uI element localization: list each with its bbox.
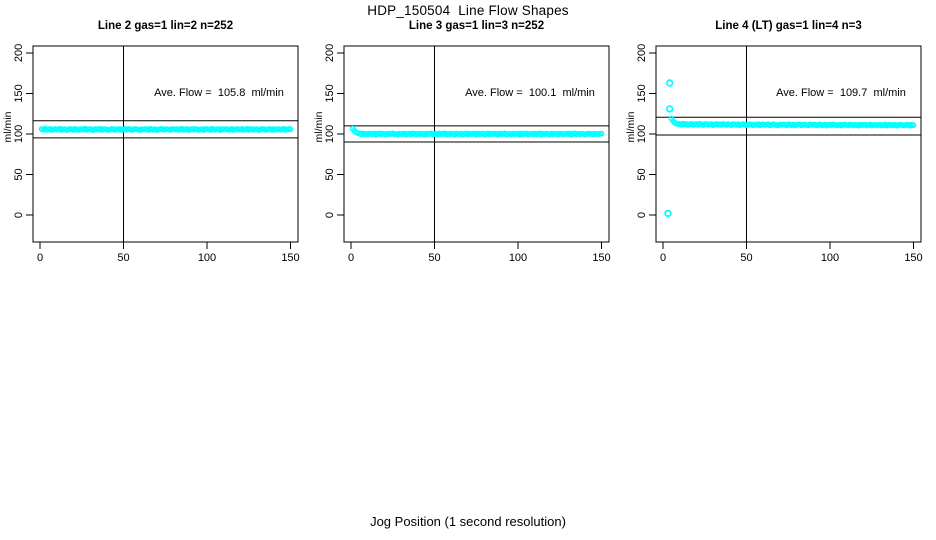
- y-tick-label: 50: [636, 168, 648, 180]
- outlier-data-point: [666, 79, 674, 87]
- plot3-title: Line 4 (LT) gas=1 lin=4 n=3: [715, 20, 862, 32]
- x-tick-label: 100: [198, 252, 216, 264]
- y-tick-label: 100: [636, 125, 648, 143]
- figure-title: HDP_150504 Line Flow Shapes: [367, 3, 569, 18]
- plot2-ave-flow-annotation: Ave. Flow = 100.1 ml/min: [465, 87, 595, 99]
- x-axis-label: Jog Position (1 second resolution): [370, 514, 566, 529]
- y-tick-label: 50: [324, 168, 336, 180]
- outlier-data-point: [664, 209, 672, 218]
- y-tick-label: 150: [636, 84, 648, 102]
- y-tick-label: 150: [13, 84, 25, 102]
- y-tick-label: 100: [13, 125, 25, 143]
- y-tick-label: 100: [324, 125, 336, 143]
- x-tick-label: 50: [428, 252, 440, 264]
- plot3-y-axis-label: ml/min: [625, 111, 637, 143]
- plot1-ave-flow-annotation: Ave. Flow = 105.8 ml/min: [154, 87, 284, 99]
- data-points: [349, 125, 605, 138]
- y-tick-label: 200: [636, 44, 648, 62]
- data-point: [598, 130, 605, 137]
- y-tick-label: 200: [13, 44, 25, 62]
- x-tick-label: 150: [592, 252, 610, 264]
- outlier-data-point: [666, 105, 674, 113]
- plot-box: [32, 45, 299, 243]
- x-tick-label: 100: [821, 252, 839, 264]
- plot-box: [655, 45, 922, 243]
- x-tick-label: 0: [37, 252, 43, 264]
- plot2-y-axis-label: ml/min: [313, 111, 325, 143]
- x-tick-label: 0: [348, 252, 354, 264]
- plot3-ave-flow-annotation: Ave. Flow = 109.7 ml/min: [776, 87, 906, 99]
- x-tick-label: 50: [117, 252, 129, 264]
- x-tick-label: 150: [281, 252, 299, 264]
- y-tick-label: 50: [13, 168, 25, 180]
- x-tick-label: 150: [904, 252, 922, 264]
- data-point: [910, 122, 917, 129]
- data-point: [287, 126, 294, 133]
- plot2-title: Line 3 gas=1 lin=3 n=252: [408, 20, 545, 32]
- data-points: [38, 125, 294, 134]
- y-tick-label: 0: [636, 212, 648, 218]
- y-tick-label: 200: [324, 44, 336, 62]
- x-tick-label: 0: [660, 252, 666, 264]
- plot-box: [343, 45, 610, 243]
- x-tick-label: 100: [509, 252, 527, 264]
- y-tick-label: 150: [324, 84, 336, 102]
- plot1-y-axis-label: ml/min: [2, 111, 14, 143]
- y-tick-label: 0: [13, 212, 25, 218]
- data-points: [664, 79, 917, 218]
- y-tick-label: 0: [324, 212, 336, 218]
- plot1-title: Line 2 gas=1 lin=2 n=252: [97, 20, 234, 32]
- x-tick-label: 50: [740, 252, 752, 264]
